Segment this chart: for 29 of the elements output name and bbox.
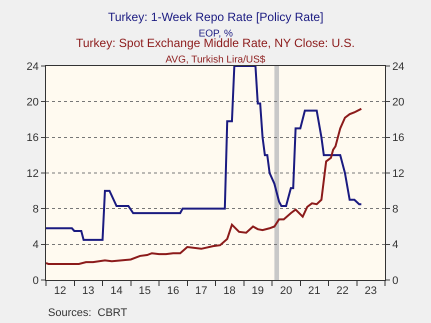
source-note: Sources: CBRT <box>48 307 128 319</box>
x-tick-label: 19 <box>252 285 264 298</box>
y2-tick-label: 8 <box>392 204 398 216</box>
y2-tick-label: 12 <box>392 168 404 180</box>
line-series <box>46 108 362 265</box>
x-tick-label: 14 <box>110 285 123 298</box>
x-tick-label: 20 <box>280 285 292 298</box>
y2-tick-label: 16 <box>392 132 404 144</box>
y-tick-label: 0 <box>32 274 39 287</box>
y-tick-label: 16 <box>26 132 39 144</box>
x-tick-label: 12 <box>54 285 66 298</box>
x-tick-label: 23 <box>364 285 377 298</box>
x-tick-label: 17 <box>195 285 208 298</box>
x-tick-label: 22 <box>336 285 349 298</box>
y2-tick-label: 0 <box>392 274 398 287</box>
x-tick-label: 21 <box>308 285 320 298</box>
y-tick-label: 8 <box>32 204 39 216</box>
x-tick-label: 13 <box>82 285 94 298</box>
line-series <box>46 66 362 241</box>
y-tick-label: 4 <box>32 239 39 252</box>
x-tick-label: 16 <box>166 285 180 298</box>
x-tick-label: 15 <box>138 285 151 298</box>
y-tick-label: 20 <box>26 96 39 109</box>
y2-tick-label: 24 <box>392 60 404 73</box>
x-tick-label: 18 <box>223 285 236 298</box>
y-tick-label: 12 <box>26 168 39 180</box>
y2-tick-label: 4 <box>392 239 398 252</box>
y2-tick-label: 20 <box>392 96 404 109</box>
y-tick-label: 24 <box>26 60 39 73</box>
